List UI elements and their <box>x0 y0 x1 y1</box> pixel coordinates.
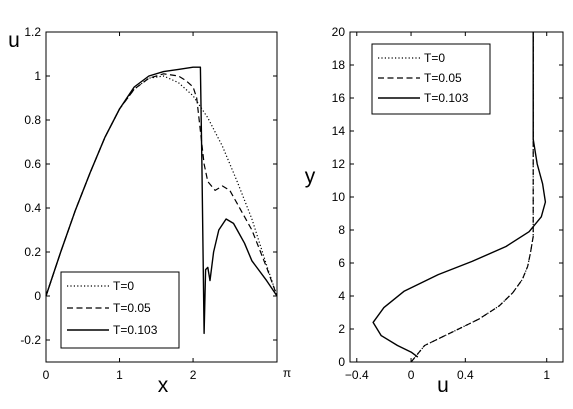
y-tick-label: 0.8 <box>24 113 41 127</box>
legend-label: T=0 <box>424 51 445 65</box>
legend-label: T=0.103 <box>113 323 158 337</box>
y-tick-label: 10 <box>332 190 346 204</box>
y-tick-label: 20 <box>332 25 346 39</box>
y-tick-label: 0.6 <box>24 157 41 171</box>
y-tick-label: 0.4 <box>24 201 41 215</box>
series-line-T-0-05 <box>45 73 278 297</box>
y-tick-label: 0.2 <box>24 245 41 259</box>
y-tick-label: 6 <box>338 256 345 270</box>
x-tick-label: −0.4 <box>345 368 369 382</box>
series-line-T-0 <box>45 75 278 297</box>
y-axis-label: y <box>305 165 316 188</box>
plot-frame <box>45 31 278 363</box>
x-tick-label: 1 <box>116 368 123 382</box>
series-line-T-0-103 <box>45 66 278 335</box>
y-tick-label: 1 <box>34 69 41 83</box>
legend-box <box>60 271 180 349</box>
y-tick-label: 18 <box>332 58 346 72</box>
y-axis-label: u <box>8 29 20 52</box>
y-tick-label: 4 <box>338 289 345 303</box>
chart-left: -0.2 0 0.2 0.4 0.6 0.8 1 1.2 0 1 2 π x u T=0 T=0.05 T=0.… <box>8 25 291 397</box>
y-tick-label: 14 <box>332 124 346 138</box>
y-tick-label: -0.2 <box>20 333 41 347</box>
x-axis-label: x <box>158 374 169 397</box>
x-tick-label: 1 <box>543 368 550 382</box>
x-tick-label: 0 <box>408 368 415 382</box>
legend: T=0 T=0.05 T=0.103 <box>371 43 491 115</box>
y-tick-label: 2 <box>338 322 345 336</box>
y-tick-label: 12 <box>332 157 346 171</box>
x-tick-label: π <box>283 366 291 380</box>
legend-label: T=0 <box>113 279 134 293</box>
x-tick-label: 0.4 <box>457 368 474 382</box>
legend-label: T=0.05 <box>424 71 462 85</box>
y-tick-label: 1.2 <box>24 25 41 39</box>
x-tick-label: 2 <box>190 368 197 382</box>
series-line-T-0-05 <box>410 32 534 363</box>
legend-box <box>371 43 491 115</box>
series-line-T-0-103 <box>372 32 547 358</box>
legend-label: T=0.05 <box>113 301 151 315</box>
x-tick-label: 0 <box>43 368 50 382</box>
y-tick-label: 16 <box>332 91 346 105</box>
legend: T=0 T=0.05 T=0.103 <box>60 271 180 349</box>
y-tick-label: 0 <box>338 355 345 369</box>
y-tick-label: 8 <box>338 223 345 237</box>
y-tick-label: 0 <box>34 289 41 303</box>
legend-label: T=0.103 <box>424 91 469 105</box>
x-axis-label: u <box>437 374 449 397</box>
